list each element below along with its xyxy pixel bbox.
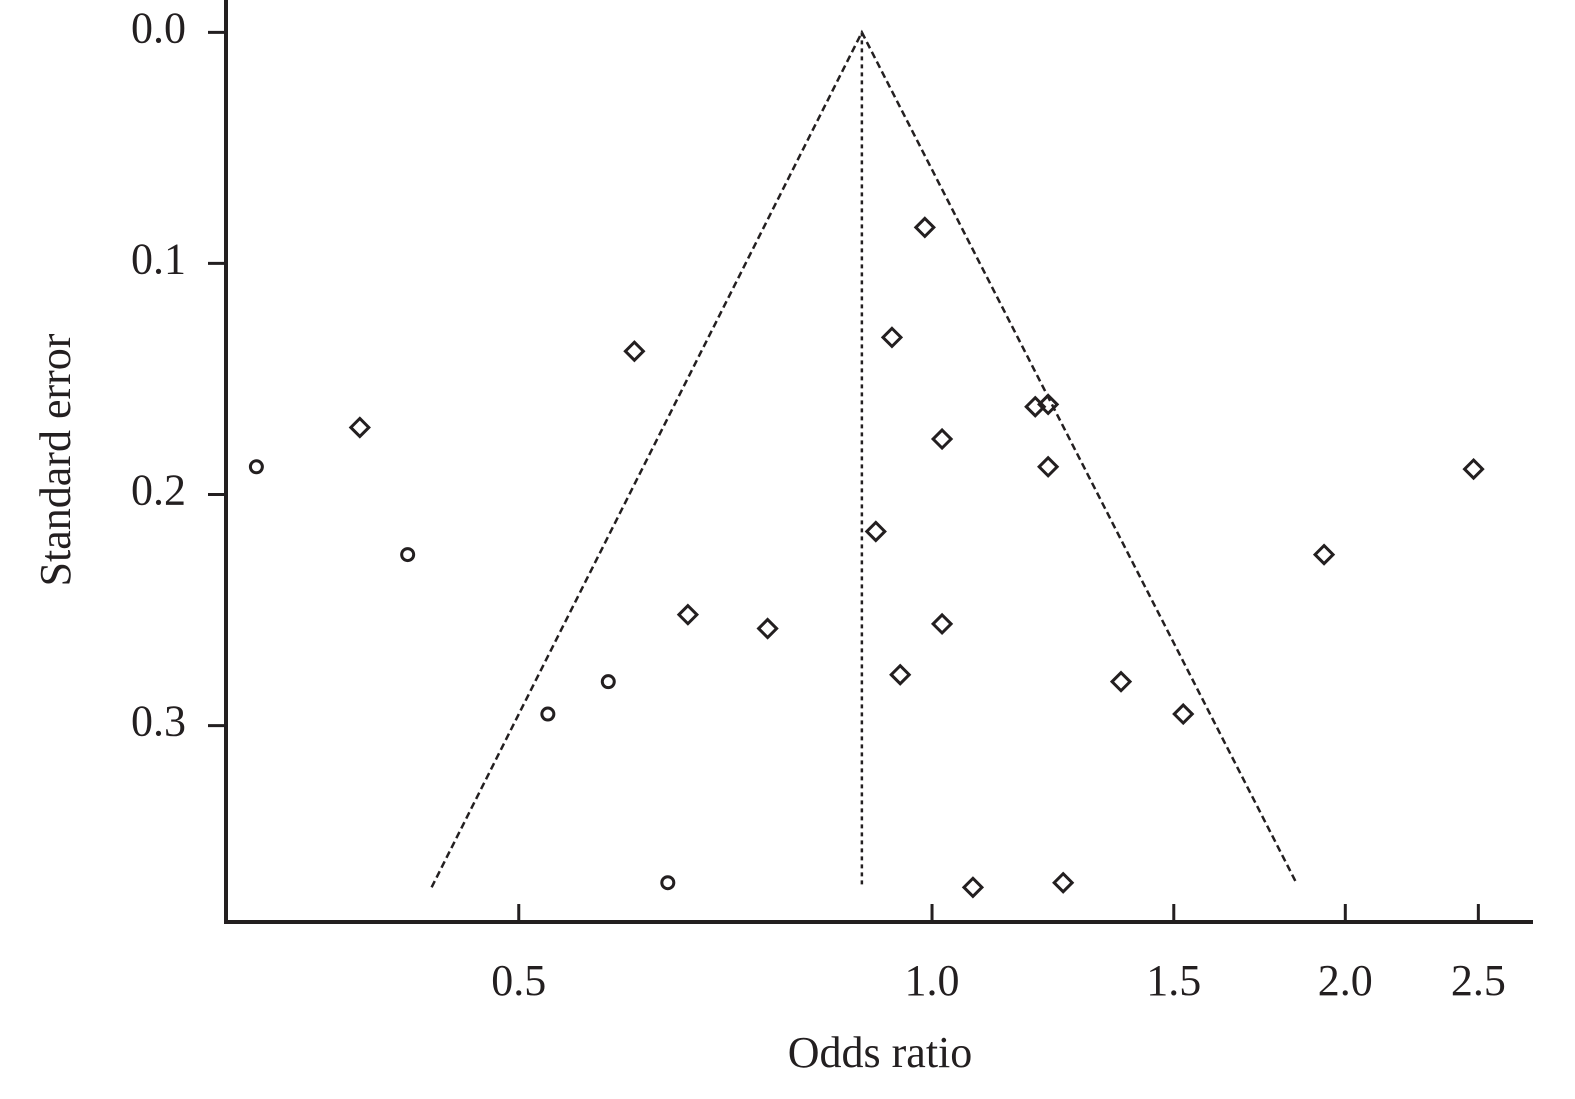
diamond-point [864,520,887,543]
diamond-point [1052,871,1075,894]
circle-point [248,459,264,475]
funnel-line [430,29,1298,888]
diamond-point [1037,455,1060,478]
x-tick-label: 0.5 [491,956,546,1005]
x-tick-label: 1.5 [1146,956,1201,1005]
diamond-point [961,876,985,899]
diamond-point [930,427,954,451]
circle-point [600,674,616,690]
x-tick-label: 1.0 [905,956,960,1005]
diamond-point [623,340,646,363]
diamond-point [348,416,371,439]
y-tick-label: 0.1 [131,235,186,284]
diamond-point [756,617,779,640]
y-tick-label: 0.3 [131,697,186,746]
diamond-point [913,216,936,239]
diamond-point [880,326,904,349]
diamond-point [1172,702,1195,726]
x-axis-label: Odds ratio [788,1028,973,1077]
x-tick-label: 2.5 [1451,956,1506,1005]
diamond-point [1109,670,1133,693]
diamond-point [1312,543,1336,566]
diamond-point [676,603,700,626]
diamond-point [889,663,912,686]
circle-point [660,875,676,891]
x-tick-label: 2.0 [1318,956,1373,1005]
circle-point [540,706,556,722]
diamond-point [1037,393,1060,416]
y-axis-label: Standard error [31,333,80,586]
circle-point [400,547,416,563]
diamond-point [930,612,954,636]
diamond-point [1462,457,1485,481]
y-tick-label: 0.2 [131,466,186,515]
y-tick-label: 0.0 [131,3,186,52]
